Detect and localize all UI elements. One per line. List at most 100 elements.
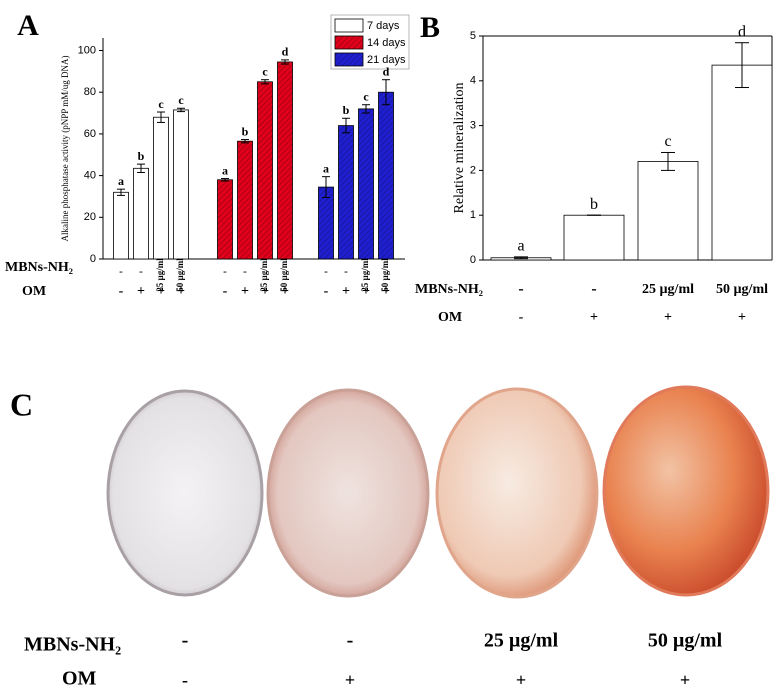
treatment-label: - <box>119 266 123 278</box>
om-label: + <box>157 284 165 299</box>
significance-letter: c <box>262 64 268 78</box>
y-tick-label: 3 <box>470 120 476 132</box>
panel-label: B <box>420 11 440 44</box>
dish-photo <box>435 387 599 599</box>
treatment-label: - <box>518 281 523 298</box>
significance-letter: b <box>242 124 249 138</box>
row-label: OM <box>438 310 462 325</box>
significance-letter: a <box>118 174 124 188</box>
error-bar <box>177 107 185 113</box>
treatment-label: 50 µg/ml <box>380 258 390 292</box>
significance-letter: d <box>738 23 746 40</box>
treatment-label: 50 µg/ml <box>716 282 768 297</box>
legend-label: 21 days <box>367 54 406 66</box>
y-axis-title: Relative mineralization <box>452 82 467 213</box>
significance-letter: a <box>517 238 524 255</box>
treatment-label: 50 µg/ml <box>175 258 185 292</box>
treatment-label: - <box>324 266 328 278</box>
om-label: + <box>738 310 746 325</box>
error-bar <box>221 178 229 182</box>
y-tick-label: 60 <box>84 128 96 140</box>
y-tick-label: 100 <box>78 44 96 56</box>
error-bar <box>735 42 749 89</box>
significance-letter: b <box>138 149 145 163</box>
error-bar <box>382 79 390 106</box>
panel-label: C <box>10 386 33 422</box>
bar <box>563 214 625 261</box>
treatment-label: 50 µg/ml <box>648 630 723 652</box>
error-bar <box>661 151 675 171</box>
dish-photo <box>266 388 430 598</box>
om-label: + <box>362 284 370 299</box>
om-label: - <box>119 284 124 299</box>
legend-swatch <box>334 18 364 33</box>
om-label: + <box>281 284 289 299</box>
treatment-label: 25 µg/ml <box>155 258 165 292</box>
legend-swatch <box>334 52 364 67</box>
panel-label: A <box>17 9 39 42</box>
error-bar <box>362 104 370 114</box>
error-bar <box>261 79 269 85</box>
bar <box>173 109 189 260</box>
row-label: MBNs-NH₂ <box>415 282 483 297</box>
significance-letter: a <box>323 161 329 175</box>
dish-photo <box>106 389 264 597</box>
significance-letter: c <box>363 89 369 103</box>
treatment-label: - <box>347 630 354 652</box>
legend-label: 14 days <box>367 37 406 49</box>
y-tick-label: 0 <box>470 254 476 266</box>
significance-letter: d <box>383 64 390 78</box>
error-bar <box>157 111 165 123</box>
legend-swatch <box>334 35 364 50</box>
error-bar <box>117 188 125 196</box>
y-tick-label: 0 <box>90 253 96 265</box>
y-tick-label: 4 <box>470 75 476 87</box>
om-label: + <box>680 670 690 690</box>
treatment-label: 25 µg/ml <box>642 282 694 297</box>
y-tick-label: 80 <box>84 86 96 98</box>
y-tick-label: 1 <box>470 209 476 221</box>
treatment-label: - <box>591 281 596 298</box>
dish-photo <box>602 385 770 597</box>
y-tick-label: 2 <box>470 164 476 176</box>
om-label: + <box>241 284 249 299</box>
row-label: MBNs-NH₂ <box>24 634 121 656</box>
significance-letter: c <box>664 133 671 150</box>
legend-frame <box>330 14 410 70</box>
y-tick-label: 5 <box>470 30 476 42</box>
bar <box>358 108 374 260</box>
om-label: + <box>516 670 526 690</box>
bar <box>113 191 129 260</box>
om-label: + <box>177 284 185 299</box>
treatment-label: - <box>344 266 348 278</box>
y-tick-label: 20 <box>84 211 96 223</box>
y-axis-title: Alkaline phosphatase activity (pNPP mM/u… <box>60 56 70 242</box>
bar <box>217 179 233 260</box>
error-bar <box>241 139 249 144</box>
om-label: + <box>590 310 598 325</box>
treatment-label: 25 µg/ml <box>484 630 559 652</box>
significance-letter: c <box>158 97 164 111</box>
row-label: MBNs-NH₂ <box>5 260 73 275</box>
bar <box>237 140 253 260</box>
treatment-label: 25 µg/ml <box>360 258 370 292</box>
photos <box>106 385 770 599</box>
error-bar <box>342 117 350 134</box>
om-label: - <box>223 284 228 299</box>
significance-letter: c <box>178 93 184 107</box>
treatment-label: 25 µg/ml <box>259 258 269 292</box>
om-label: - <box>519 310 524 325</box>
significance-letter: b <box>590 196 598 213</box>
om-label: + <box>664 310 672 325</box>
treatment-label: - <box>139 266 143 278</box>
error-bar <box>514 256 528 260</box>
row-label: OM <box>62 668 97 690</box>
om-label: + <box>342 284 350 299</box>
treatment-label: - <box>182 630 189 652</box>
error-bar <box>281 59 289 65</box>
bar <box>277 61 293 260</box>
om-label: - <box>324 284 329 299</box>
legend-label: 7 days <box>367 20 400 32</box>
bar <box>133 167 149 260</box>
